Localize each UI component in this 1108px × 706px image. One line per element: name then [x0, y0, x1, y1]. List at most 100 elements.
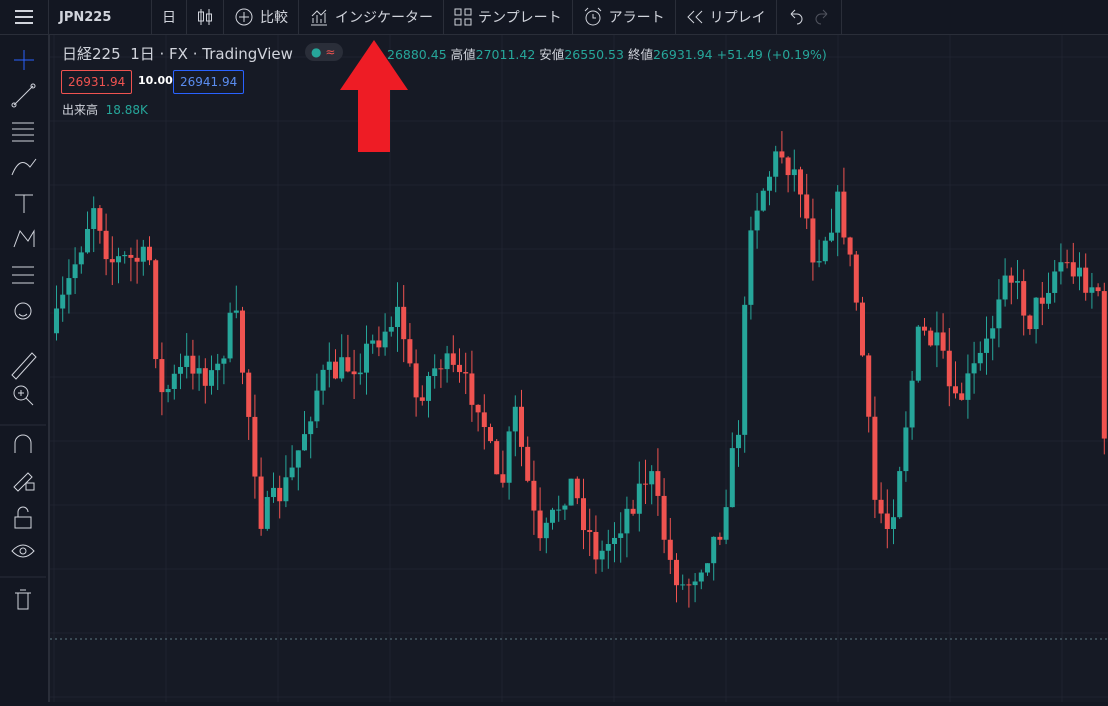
candle-body — [438, 368, 444, 370]
candle-body — [649, 471, 655, 485]
interval[interactable]: 日 — [152, 0, 187, 34]
exchange: FX — [169, 45, 188, 63]
candle-body — [221, 358, 227, 364]
candle-body — [884, 513, 890, 530]
candle-body — [308, 421, 314, 435]
candle-body — [320, 369, 326, 391]
candle-body — [1064, 262, 1070, 264]
candle-body — [618, 533, 624, 538]
compare-button[interactable]: 比較 — [224, 0, 299, 34]
candle-body — [990, 328, 996, 339]
undo-redo[interactable] — [777, 0, 842, 34]
candle-body — [364, 343, 369, 373]
candle-body — [804, 194, 810, 219]
candle-body — [593, 531, 599, 560]
candle-body — [333, 361, 338, 379]
candle-body — [624, 508, 630, 534]
candle-body — [500, 474, 506, 483]
candle-body — [457, 364, 462, 373]
high-label: 高値 — [450, 47, 476, 62]
candle-body — [215, 363, 221, 371]
candle-body — [674, 559, 679, 586]
symbol[interactable]: JPN225 — [49, 0, 152, 34]
candle-body — [432, 368, 438, 377]
candle-body — [1015, 281, 1020, 283]
candle-body — [798, 169, 803, 195]
indicators-button[interactable]: インジケーター — [299, 0, 444, 34]
candle-body — [680, 584, 686, 586]
interval: 1日 — [130, 45, 155, 63]
candle-body — [959, 393, 965, 400]
candle-body — [178, 366, 183, 374]
drawing-toolbar — [0, 35, 50, 702]
candle-body — [971, 363, 977, 374]
candle-body — [661, 495, 667, 540]
candle-body — [1089, 287, 1095, 293]
buy-price[interactable]: 26941.94 — [173, 70, 245, 94]
candle-body — [1052, 271, 1058, 293]
candle-body — [1002, 275, 1008, 300]
menu-button[interactable] — [0, 0, 49, 34]
candle-body — [612, 537, 617, 545]
candle-body — [568, 478, 574, 506]
candle-body — [512, 406, 518, 432]
label: インジケーター — [335, 10, 433, 26]
candle-body — [147, 246, 152, 261]
candle-body — [977, 352, 983, 364]
candle-body — [984, 338, 989, 353]
alert-button[interactable]: アラート — [573, 0, 676, 34]
candle-body — [97, 208, 103, 231]
low-label: 安値 — [539, 47, 565, 62]
spread: 10.00 — [138, 74, 173, 87]
label: 比較 — [260, 10, 288, 26]
candle-body — [946, 350, 952, 387]
candle-body — [928, 330, 934, 346]
volume-label: 出来高 — [62, 103, 99, 117]
candle-body — [463, 372, 469, 374]
templates-button[interactable]: テンプレート — [444, 0, 573, 34]
candle-body — [525, 446, 531, 481]
candle-body — [1095, 287, 1101, 292]
price-chart[interactable] — [50, 35, 1108, 702]
candle-body — [413, 363, 419, 398]
candle-body — [506, 431, 512, 483]
candle-body — [202, 368, 208, 386]
candle-body — [488, 427, 493, 442]
candle-body — [1039, 297, 1045, 304]
candle-body — [760, 190, 766, 211]
tool-icons[interactable] — [0, 35, 48, 702]
candle-body — [109, 259, 115, 263]
grid-icon — [454, 8, 472, 26]
candle-body — [692, 581, 698, 586]
candle-body — [60, 294, 66, 309]
legend-title: 日経225 1日 · FX · TradingView — [62, 45, 293, 63]
candle-body — [742, 304, 748, 435]
candle-body — [835, 191, 841, 233]
candle-body — [314, 390, 320, 422]
candle-body — [326, 361, 332, 370]
candle-body — [574, 478, 580, 499]
candle-body — [85, 228, 90, 253]
candle-body — [605, 544, 611, 551]
plus-icon — [235, 8, 253, 26]
sell-price[interactable]: 26931.94 — [61, 70, 133, 94]
chart-type[interactable] — [187, 0, 224, 34]
replay-button[interactable]: リプレイ — [676, 0, 777, 34]
candle-body — [853, 254, 859, 303]
high-value: 27011.42 — [475, 47, 536, 62]
candle-body — [822, 240, 828, 262]
candle-body — [252, 416, 258, 477]
candle-body — [909, 380, 915, 428]
rewind-icon — [686, 10, 702, 24]
volume: 出来高 18.88K — [62, 101, 148, 118]
source: TradingView — [202, 45, 293, 63]
candle-body — [159, 359, 165, 393]
close-value: 26931.94 — [652, 47, 713, 62]
candle-body — [866, 355, 872, 417]
candle-body — [116, 256, 121, 263]
ohlc: 26880.45 高値27011.42 安値26550.53 終値26931.9… — [387, 44, 827, 63]
label: アラート — [608, 10, 665, 26]
candle-body — [816, 261, 822, 263]
status-badge[interactable]: ● ≈ — [305, 43, 343, 61]
alarm-icon — [584, 7, 601, 26]
